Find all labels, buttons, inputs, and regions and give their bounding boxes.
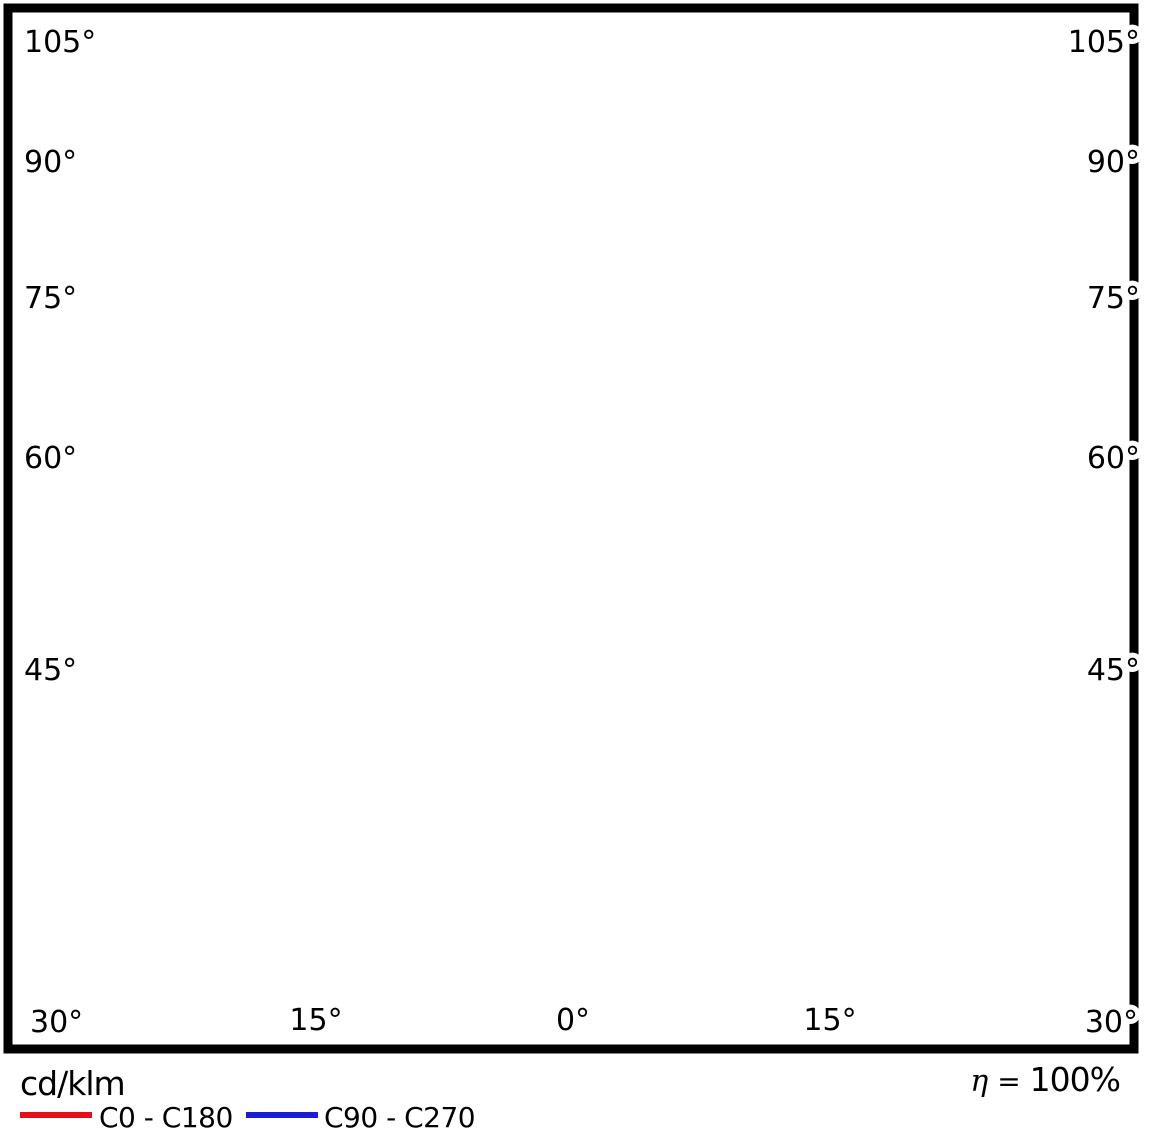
angle-label: 45° — [24, 653, 77, 688]
angle-label: 75° — [1087, 281, 1140, 316]
units-label: cd/klm — [20, 1064, 126, 1103]
angle-label: 45° — [1087, 653, 1140, 688]
angle-label: 60° — [1087, 441, 1140, 476]
legend-label-c90-c270: C90 - C270 — [324, 1101, 476, 1134]
legend-swatch-c90-c270 — [246, 1112, 318, 1118]
efficiency-label: η = 100% — [970, 1060, 1121, 1099]
angle-label: 75° — [24, 281, 77, 316]
curve-c90-c270 — [286, 155, 865, 827]
angle-label: 15° — [289, 1003, 342, 1038]
angle-label: 105° — [24, 25, 96, 60]
angle-label: 30° — [30, 1005, 83, 1040]
curve-c0-c180 — [254, 155, 854, 829]
chart-frame — [3, 3, 1139, 1054]
legend-swatch-c0-c180 — [20, 1112, 92, 1118]
angle-label: 90° — [24, 145, 77, 180]
angle-label: 30° — [1085, 1005, 1138, 1040]
angle-label: 60° — [24, 441, 77, 476]
angle-label: 0° — [556, 1003, 590, 1038]
angle-label: 90° — [1087, 145, 1140, 180]
legend-label-c0-c180: C0 - C180 — [99, 1101, 233, 1134]
eta-equals: = — [997, 1065, 1021, 1098]
eta-symbol: η — [970, 1064, 989, 1099]
angle-label: 105° — [1068, 25, 1140, 60]
angle-label: 15° — [803, 1003, 856, 1038]
eta-value: 100% — [1029, 1060, 1121, 1099]
